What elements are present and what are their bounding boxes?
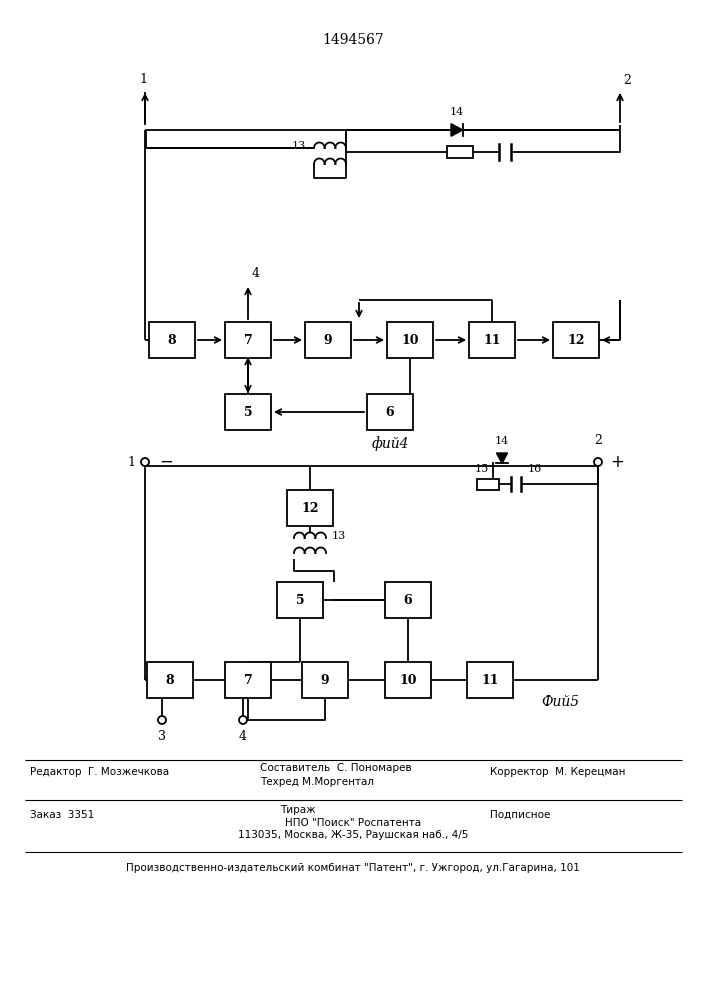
Text: 113035, Москва, Ж-35, Раушская наб., 4/5: 113035, Москва, Ж-35, Раушская наб., 4/5 xyxy=(238,830,468,840)
Text: 13: 13 xyxy=(332,531,346,541)
Text: 9: 9 xyxy=(324,334,332,347)
Text: 5: 5 xyxy=(244,406,252,418)
Text: 2: 2 xyxy=(594,434,602,447)
Text: 1494567: 1494567 xyxy=(322,33,384,47)
Bar xyxy=(302,662,348,698)
Text: 3: 3 xyxy=(252,398,260,411)
Text: 4: 4 xyxy=(239,730,247,743)
Text: 4: 4 xyxy=(252,267,260,280)
Bar xyxy=(147,662,193,698)
Text: 6: 6 xyxy=(386,406,395,418)
Bar xyxy=(447,146,473,158)
Text: 7: 7 xyxy=(244,674,252,686)
Text: 10: 10 xyxy=(402,334,419,347)
Text: −: − xyxy=(159,453,173,471)
Text: 11: 11 xyxy=(484,334,501,347)
Bar xyxy=(385,582,431,618)
Text: 10: 10 xyxy=(399,674,416,686)
Text: Редактор  Г. Мозжечкова: Редактор Г. Мозжечкова xyxy=(30,767,169,777)
Text: 8: 8 xyxy=(165,674,175,686)
Bar xyxy=(477,479,499,489)
Bar xyxy=(277,582,323,618)
Text: 3: 3 xyxy=(158,730,166,743)
Text: 14: 14 xyxy=(450,107,464,117)
Bar xyxy=(305,322,351,358)
Bar xyxy=(367,394,413,430)
Text: +: + xyxy=(610,453,624,471)
Text: 1: 1 xyxy=(127,456,135,468)
Text: НПО "Поиск" Роспатента: НПО "Поиск" Роспатента xyxy=(285,818,421,828)
Text: фий4: фий4 xyxy=(371,437,409,451)
Bar xyxy=(553,322,599,358)
Text: 2: 2 xyxy=(623,74,631,87)
Bar xyxy=(387,322,433,358)
Text: Фий5: Фий5 xyxy=(541,695,579,709)
Text: 1: 1 xyxy=(139,73,147,86)
Text: 9: 9 xyxy=(321,674,329,686)
Bar xyxy=(225,662,271,698)
Bar xyxy=(469,322,515,358)
Text: 7: 7 xyxy=(244,334,252,347)
Text: Составитель  С. Пономарев: Составитель С. Пономарев xyxy=(260,763,411,773)
Text: 15: 15 xyxy=(475,464,489,474)
Text: 12: 12 xyxy=(567,334,585,347)
Text: 16: 16 xyxy=(528,464,542,474)
Polygon shape xyxy=(451,124,462,136)
Text: 13: 13 xyxy=(292,141,306,151)
Text: 12: 12 xyxy=(301,502,319,514)
Polygon shape xyxy=(496,453,508,463)
Text: 14: 14 xyxy=(495,436,509,446)
Bar xyxy=(385,662,431,698)
Text: 6: 6 xyxy=(404,593,412,606)
Text: 5: 5 xyxy=(296,593,304,606)
Text: Производственно-издательский комбинат "Патент", г. Ужгород, ул.Гагарина, 101: Производственно-издательский комбинат "П… xyxy=(126,863,580,873)
Bar xyxy=(467,662,513,698)
Text: Заказ  3351: Заказ 3351 xyxy=(30,810,94,820)
Bar xyxy=(287,490,333,526)
Bar xyxy=(225,322,271,358)
Text: Техред М.Моргентал: Техред М.Моргентал xyxy=(260,777,374,787)
Bar xyxy=(149,322,195,358)
Text: Корректор  М. Керецман: Корректор М. Керецман xyxy=(490,767,626,777)
Text: 11: 11 xyxy=(481,674,498,686)
Bar xyxy=(225,394,271,430)
Text: Тираж: Тираж xyxy=(280,805,315,815)
Text: Подписное: Подписное xyxy=(490,810,550,820)
Text: 8: 8 xyxy=(168,334,176,347)
